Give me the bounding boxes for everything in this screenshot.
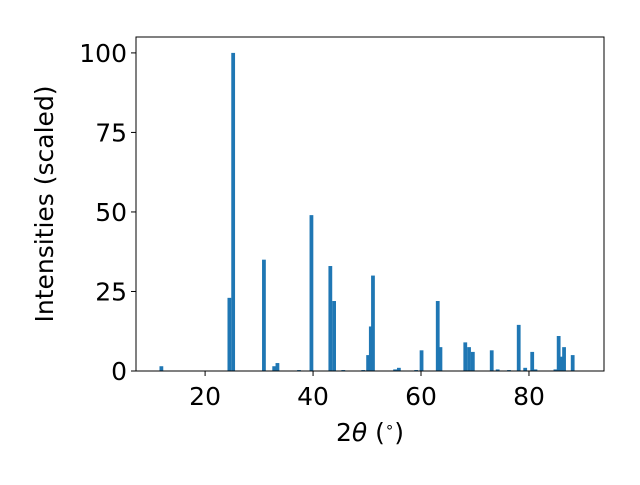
peak-bar [556, 336, 561, 371]
x-tick-label: 40 [297, 382, 329, 411]
peak-bar [332, 301, 336, 371]
peak-bar [393, 369, 397, 371]
peak-bar [489, 350, 494, 371]
y-tick-label: 50 [95, 198, 127, 227]
x-tick-label: 80 [513, 382, 545, 411]
x-axis-title-theta: θ [352, 418, 367, 447]
y-tick-label: 100 [79, 39, 127, 68]
peak-bar [559, 356, 564, 371]
y-axis-ticks: 0 25 50 75 100 [79, 39, 136, 386]
peak-bar [530, 351, 535, 371]
plot-frame [135, 36, 605, 372]
peak-bar [463, 342, 468, 371]
peak-bar [159, 366, 164, 371]
peak-bar [396, 367, 401, 371]
peak-bar [419, 350, 424, 371]
peak-bar [371, 275, 375, 371]
x-axis-title-prefix: 2 [336, 418, 352, 447]
peak-bar [516, 324, 521, 371]
peak-bar [562, 347, 566, 371]
x-tick-label: 20 [189, 382, 221, 411]
peak-bar [570, 355, 575, 371]
peak-bar [467, 347, 471, 371]
peak-bar [368, 326, 373, 371]
y-tick-label: 25 [95, 277, 127, 306]
y-axis-title: Intensities (scaled) [30, 85, 59, 322]
peak-bar [470, 351, 475, 371]
peak-bar [435, 301, 440, 371]
peak-bar [533, 369, 538, 371]
y-tick-label: 75 [95, 118, 127, 147]
x-axis-title-open: ( [367, 418, 385, 447]
peak-bar [495, 369, 500, 371]
peak-bar [366, 355, 370, 371]
x-axis-title-close: ) [394, 418, 404, 447]
peak-bar [275, 363, 280, 371]
peak-bar [328, 266, 333, 371]
peak-bar [262, 259, 266, 371]
bars-layer [159, 52, 575, 372]
peak-bar [309, 215, 314, 371]
peak-bar [227, 297, 232, 371]
x-axis-title-degree: ∘ [385, 418, 394, 436]
peak-bar [553, 369, 558, 371]
peak-bar [438, 347, 443, 371]
y-tick-label: 0 [111, 357, 127, 386]
peak-bar [523, 367, 528, 371]
peak-bar [272, 366, 277, 371]
peak-bar [231, 52, 236, 372]
x-axis-ticks: 20 40 60 80 [189, 371, 545, 411]
x-axis-title: 2θ (∘) [336, 418, 404, 447]
x-tick-label: 60 [405, 382, 437, 411]
